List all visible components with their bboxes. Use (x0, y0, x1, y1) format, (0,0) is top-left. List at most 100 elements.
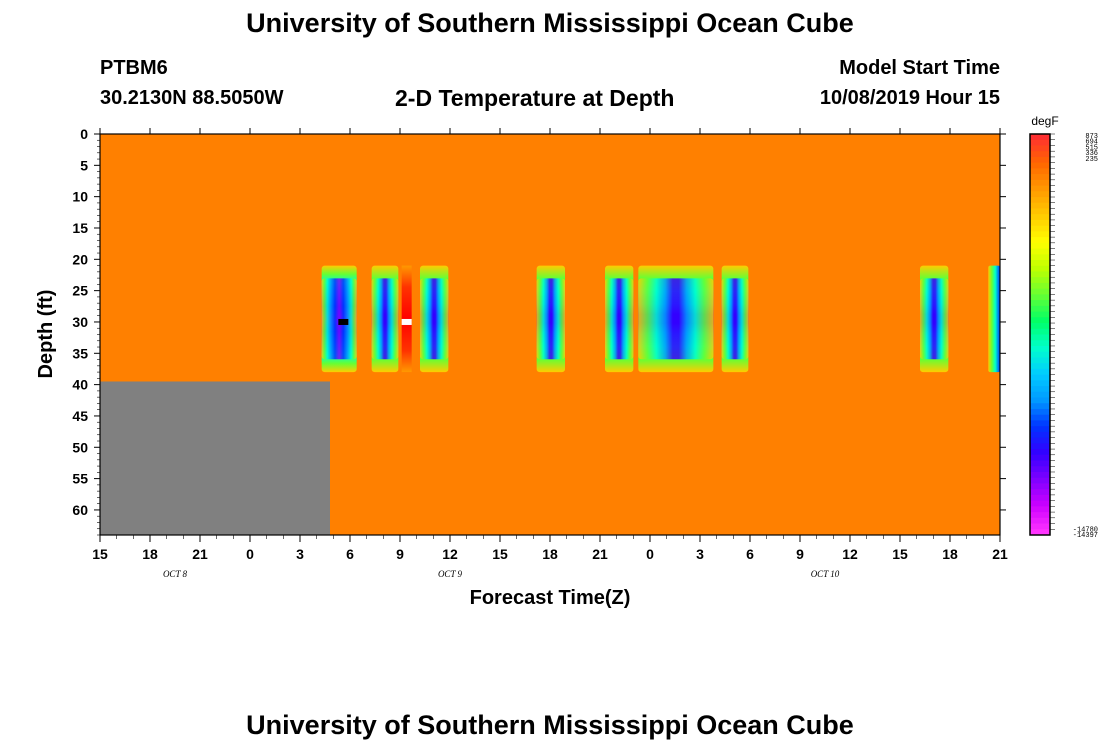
colorbar-swatch (1030, 288, 1050, 295)
temperature-anomaly (920, 265, 949, 373)
colorbar-swatch (1030, 225, 1050, 232)
colorbar-swatch (1030, 449, 1050, 456)
colorbar-swatch (1030, 351, 1050, 358)
colorbar-swatch (1030, 517, 1050, 525)
colorbar-swatch (1030, 443, 1050, 450)
colorbar-swatch (1030, 271, 1050, 278)
colorbar-swatch (1030, 340, 1050, 347)
colorbar-swatch (1030, 294, 1050, 301)
temperature-anomaly (721, 265, 749, 373)
colorbar-swatch (1030, 414, 1050, 421)
x-tick-label: 21 (992, 546, 1008, 562)
colorbar-swatch (1030, 197, 1050, 204)
temperature-anomaly (536, 265, 565, 373)
colorbar-swatch (1030, 380, 1050, 387)
data-marker (338, 318, 349, 325)
date-label: OCT 10 (811, 569, 840, 579)
colorbar-swatch (1030, 374, 1050, 381)
colorbar-swatch (1030, 134, 1050, 141)
x-tick-label: 15 (892, 546, 908, 562)
y-tick-label: 20 (72, 251, 88, 267)
x-tick-label: 12 (842, 546, 858, 562)
colorbar-swatch (1030, 168, 1050, 175)
date-label: OCT 9 (438, 569, 463, 579)
colorbar-swatch (1030, 363, 1050, 370)
temperature-anomaly (988, 265, 1000, 373)
colorbar-swatch (1030, 523, 1050, 530)
colorbar-frame (1029, 133, 1051, 536)
colorbar-swatch (1030, 179, 1050, 187)
colorbar-swatch (1030, 483, 1050, 490)
y-tick-label: 30 (72, 314, 88, 330)
colorbar-swatch (1030, 391, 1050, 399)
y-tick-label: 60 (72, 502, 88, 518)
date-label: OCT 8 (163, 569, 188, 579)
y-tick-label: 15 (72, 220, 88, 236)
y-tick-label: 40 (72, 377, 88, 393)
x-tick-label: 18 (542, 546, 558, 562)
y-tick-label: 50 (72, 439, 88, 455)
colorbar-swatch (1030, 282, 1050, 290)
colorbar-label: -14780 (1073, 526, 1098, 534)
colorbar-swatch (1030, 214, 1050, 221)
colorbar-swatch (1030, 328, 1050, 335)
colorbar-swatch (1030, 191, 1050, 198)
x-axis-label: Forecast Time(Z) (470, 587, 631, 609)
colorbar-swatch (1030, 277, 1050, 284)
colorbar-swatch (1030, 466, 1050, 473)
colorbar-swatch (1030, 242, 1050, 250)
colorbar-swatch (1030, 431, 1050, 439)
colorbar-swatch (1030, 219, 1050, 227)
colorbar-swatch (1030, 357, 1050, 364)
temperature-anomaly (371, 265, 399, 373)
y-axis-label: Depth (ft) (35, 290, 57, 379)
y-tick-label: 25 (72, 283, 88, 299)
y-tick-label: 10 (72, 189, 88, 205)
x-tick-label: 0 (246, 546, 254, 562)
colorbar-label: 694 (1085, 139, 1098, 147)
colorbar-swatch (1030, 454, 1050, 462)
colorbar-swatch (1030, 323, 1050, 330)
colorbar-swatch (1030, 345, 1050, 353)
colorbar-swatch (1030, 305, 1050, 313)
colorbar-swatch (1030, 317, 1050, 324)
colorbar-swatch (1030, 139, 1050, 146)
colorbar-swatch (1030, 231, 1050, 238)
footer-title: University of Southern Mississippi Ocean… (246, 710, 854, 740)
x-tick-label: 18 (942, 546, 958, 562)
colorbar-swatch (1030, 477, 1050, 484)
warm-anomaly (401, 265, 412, 373)
colorbar-label: 873 (1085, 133, 1098, 141)
colorbar-swatch (1030, 265, 1050, 272)
colorbar-swatch (1030, 420, 1050, 427)
x-tick-label: 3 (296, 546, 304, 562)
colorbar-swatch (1030, 460, 1050, 467)
y-tick-label: 5 (80, 157, 88, 173)
colorbar-swatch (1030, 208, 1050, 215)
colorbar-swatch (1030, 151, 1050, 158)
x-tick-label: 12 (442, 546, 458, 562)
colorbar-swatch (1030, 185, 1050, 192)
y-tick-label: 35 (72, 345, 88, 361)
colorbar-swatch (1030, 311, 1050, 318)
colorbar-swatch (1030, 500, 1050, 507)
x-tick-label: 6 (746, 546, 754, 562)
colorbar-swatch (1030, 174, 1050, 181)
colorbar-swatch (1030, 408, 1050, 416)
main-title: University of Southern Mississippi Ocean… (246, 8, 854, 38)
colorbar-swatch (1030, 156, 1050, 164)
colorbar-swatch (1030, 426, 1050, 433)
colorbar-swatch (1030, 403, 1050, 410)
no-data-region (100, 381, 330, 535)
colorbar-label: 515 (1085, 144, 1098, 152)
colorbar-swatch (1030, 529, 1050, 536)
x-tick-label: 0 (646, 546, 654, 562)
x-tick-label: 6 (346, 546, 354, 562)
x-tick-label: 21 (592, 546, 608, 562)
temperature-anomaly (605, 265, 634, 373)
plot-title: 2-D Temperature at Depth (395, 85, 675, 111)
colorbar-swatch (1030, 237, 1050, 244)
colorbar-swatch (1030, 506, 1050, 513)
colorbar-swatch (1030, 202, 1050, 209)
